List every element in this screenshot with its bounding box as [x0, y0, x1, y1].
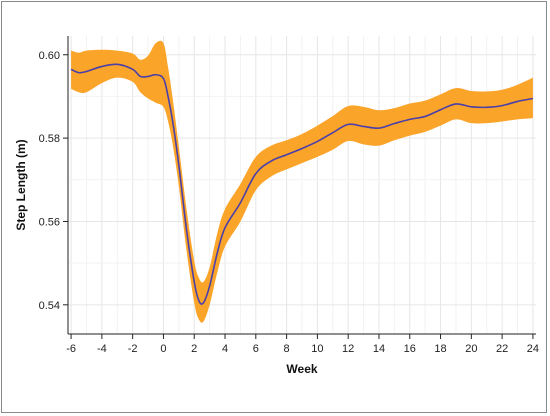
mean-line-layer	[70, 63, 534, 305]
x-tick-label: -6	[66, 343, 76, 355]
axes: -6 -4 -2 0 2 4 6 8 10 12 14 16 18 20 22 240.540.560.580…	[39, 36, 539, 355]
x-tick-label: 8	[284, 343, 290, 355]
x-tick-label: 14	[373, 343, 385, 355]
x-tick-label: 22	[496, 343, 508, 355]
y-tick-label: 0.56	[39, 216, 60, 228]
x-tick-label: 6	[253, 343, 259, 355]
x-axis-title: Week	[286, 362, 317, 376]
x-tick-label: 20	[465, 343, 477, 355]
confidence-band	[71, 40, 533, 323]
y-tick-label: 0.54	[39, 300, 60, 312]
x-tick-label: 16	[404, 343, 416, 355]
x-tick-label: 12	[342, 343, 354, 355]
x-tick-label: 2	[191, 343, 197, 355]
x-tick-label: 24	[527, 343, 539, 355]
x-tick-label: 18	[434, 343, 446, 355]
x-tick-label: 4	[222, 343, 228, 355]
x-tick-label: 0	[160, 343, 166, 355]
y-axis-title: Step Length (m)	[14, 139, 28, 230]
y-tick-label: 0.58	[39, 133, 60, 145]
x-tick-label: -4	[97, 343, 107, 355]
y-tick-label: 0.60	[39, 50, 60, 62]
x-tick-label: -2	[128, 343, 138, 355]
x-tick-label: 10	[311, 343, 323, 355]
confidence-band-layer	[71, 40, 533, 323]
mean-line	[70, 63, 534, 305]
